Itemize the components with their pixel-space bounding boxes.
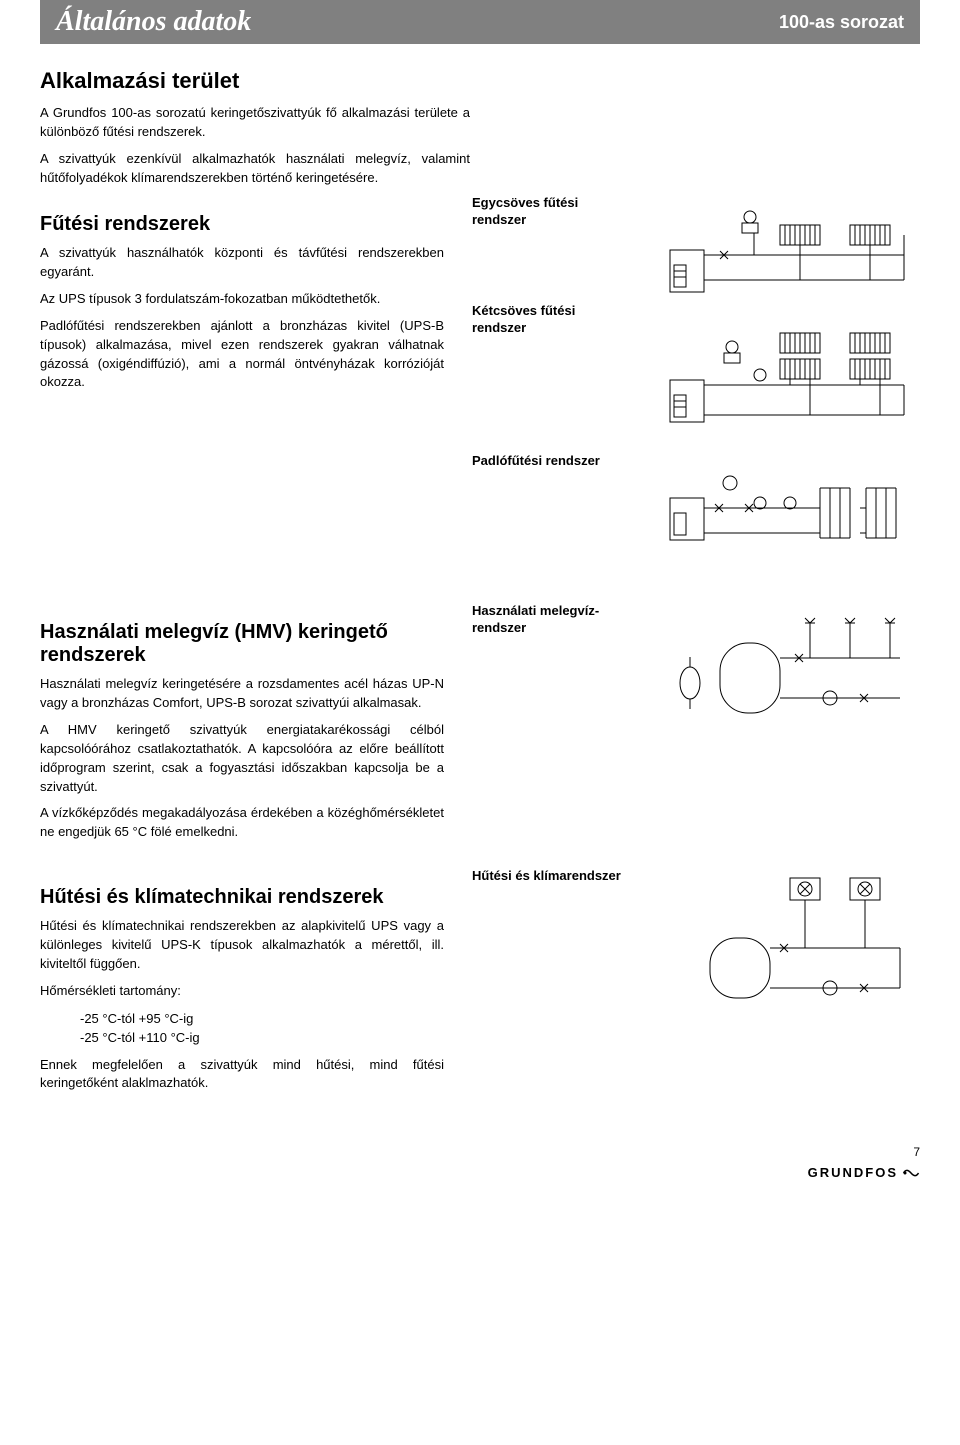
diagram-single-pipe	[660, 195, 920, 305]
cooling-temp-label: Hőmérsékleti tartomány:	[40, 982, 444, 1001]
heating-p1: A szivattyúk használhatók központi és tá…	[40, 244, 444, 282]
heating-p3: Padlófűtési rendszerekben ajánlott a bro…	[40, 317, 444, 392]
heating-p2: Az UPS típusok 3 fordulatszám-fokozatban…	[40, 290, 444, 309]
hmv-p3: A vízkőképződés megakadályozása érdekébe…	[40, 804, 444, 842]
header-bar: Általános adatok 100-as sorozat	[40, 0, 920, 44]
page-number: 7	[913, 1145, 920, 1159]
hmv-p2: A HMV keringető szivattyúk energiatakaré…	[40, 721, 444, 796]
brand-logo: GRUNDFOS	[808, 1165, 920, 1180]
diagram-floor-heating	[660, 453, 920, 563]
app-p2: A szivattyúk ezenkívül alkalmazhatók has…	[40, 150, 470, 188]
cooling-p2: Ennek megfelelően a szivattyúk mind hűté…	[40, 1056, 444, 1094]
diagram-cooling	[660, 868, 920, 1018]
temp-range-2: -25 °C-tól +110 °C-ig	[80, 1028, 444, 1048]
label-double-pipe: Kétcsöves fűtési rendszer	[472, 303, 632, 337]
label-cooling: Hűtési és klímarendszer	[472, 868, 632, 885]
label-hmv: Használati melegvíz-rendszer	[472, 603, 632, 637]
cooling-heading: Hűtési és klímatechnikai rendszerek	[40, 886, 444, 909]
hmv-p1: Használati melegvíz keringetésére a rozs…	[40, 675, 444, 713]
brand-icon	[902, 1166, 920, 1180]
diagram-double-pipe	[660, 325, 920, 435]
series-badge: 100-as sorozat	[779, 12, 904, 33]
app-p1: A Grundfos 100-as sorozatú keringetősziv…	[40, 104, 470, 142]
diagram-hmv	[660, 603, 920, 743]
label-floor-heating: Padlófűtési rendszer	[472, 453, 632, 470]
temp-range-1: -25 °C-tól +95 °C-ig	[80, 1009, 444, 1029]
label-single-pipe: Egycsöves fűtési rendszer	[472, 195, 632, 229]
heating-heading: Fűtési rendszerek	[40, 213, 444, 236]
cooling-p1: Hűtési és klímatechnikai rendszerekben a…	[40, 917, 444, 974]
page-title: Általános adatok	[56, 6, 251, 38]
app-heading: Alkalmazási terület	[40, 68, 920, 94]
hmv-heading: Használati melegvíz (HMV) keringető rend…	[40, 621, 444, 667]
footer: 7	[40, 1141, 920, 1159]
brand-text: GRUNDFOS	[808, 1165, 898, 1180]
